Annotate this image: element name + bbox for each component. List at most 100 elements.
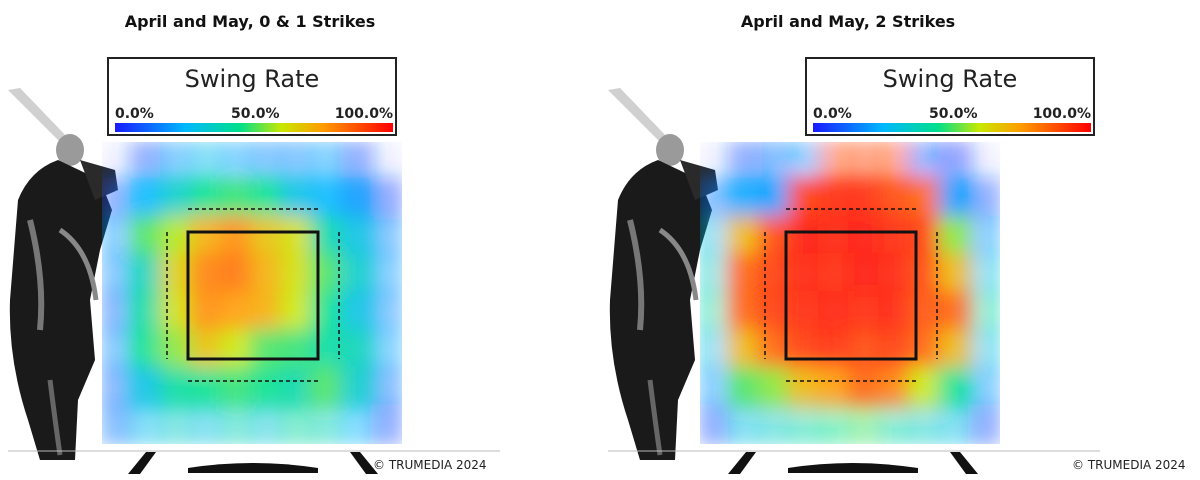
heatmap-cell xyxy=(190,328,224,371)
heatmap-cell xyxy=(250,177,284,220)
legend-ticks: 0.0% 50.0% 100.0% xyxy=(115,106,393,122)
heatmap-cell xyxy=(250,253,284,295)
heatmap-cell xyxy=(250,291,284,333)
heatmap-cell xyxy=(968,215,1000,258)
heatmap-cell xyxy=(908,328,942,371)
heatmap-cell xyxy=(250,404,284,444)
heatmap-cell xyxy=(102,253,134,295)
heatmap-cell xyxy=(878,177,912,220)
heatmap-cell xyxy=(102,291,134,333)
heatmap-cell xyxy=(758,404,792,444)
heatmap-cell xyxy=(818,215,852,258)
heatmap-cell xyxy=(968,142,1000,182)
heatmap-cell xyxy=(160,404,194,444)
heatmap-plot xyxy=(608,88,1100,474)
heatmap-cell xyxy=(788,177,822,220)
heatmap-cell xyxy=(700,366,732,409)
heatmap-cell xyxy=(968,253,1000,295)
heatmap-cell xyxy=(938,215,972,258)
heatmap-cell xyxy=(818,366,852,409)
heatmap-cell xyxy=(848,253,882,295)
heatmap-cell xyxy=(102,142,134,182)
legend: Swing Rate 0.0% 50.0% 100.0% xyxy=(107,57,397,136)
heatmap-cell xyxy=(190,142,224,182)
heatmap-cell xyxy=(220,366,254,409)
heatmap-cell xyxy=(788,253,822,295)
batter-box-right xyxy=(950,452,978,474)
copyright-text: © TRUMEDIA 2024 xyxy=(1072,458,1186,472)
heatmap-cell xyxy=(370,215,402,258)
heatmap-cell xyxy=(220,142,254,182)
heatmap-cell xyxy=(340,142,374,182)
batter-silhouette xyxy=(608,88,718,460)
heatmap-cell xyxy=(878,366,912,409)
heatmap-cell xyxy=(310,215,344,258)
heatmap-cell xyxy=(700,404,732,444)
heatmap-cell xyxy=(848,291,882,333)
heatmap-cell xyxy=(190,366,224,409)
heatmap-cell xyxy=(370,366,402,409)
heatmap-cell xyxy=(130,291,164,333)
heatmap-cell xyxy=(758,142,792,182)
heatmap-cell xyxy=(250,215,284,258)
heatmap-cell xyxy=(190,253,224,295)
heatmap-cell xyxy=(728,291,762,333)
heatmap-cell xyxy=(938,404,972,444)
heatmap-cell xyxy=(700,253,732,295)
heatmap-cell xyxy=(130,404,164,444)
heatmap-cell xyxy=(220,215,254,258)
heatmap-cell xyxy=(250,328,284,371)
heatmap-cell xyxy=(280,291,314,333)
heatmap-cell xyxy=(700,291,732,333)
heatmap-cell xyxy=(848,328,882,371)
legend: Swing Rate 0.0% 50.0% 100.0% xyxy=(805,57,1095,136)
strike-zone xyxy=(186,230,320,361)
heatmap-cell xyxy=(878,291,912,333)
heatmap-cell xyxy=(938,328,972,371)
heatmap-cell xyxy=(220,291,254,333)
heatmap-cell xyxy=(310,177,344,220)
legend-max-label: 100.0% xyxy=(1032,106,1091,122)
heatmap-cell xyxy=(938,291,972,333)
heatmap-cell xyxy=(700,177,732,220)
heatmap-cell xyxy=(340,404,374,444)
heatmap-cell xyxy=(728,177,762,220)
heatmap-cell xyxy=(160,142,194,182)
chart-title: April and May, 2 Strikes xyxy=(740,12,956,31)
heatmap-cell xyxy=(908,142,942,182)
heatmap-cell xyxy=(728,253,762,295)
heatmap-cell xyxy=(130,328,164,371)
heatmap-cell xyxy=(908,404,942,444)
heatmap-cell xyxy=(190,291,224,333)
copyright-text: © TRUMEDIA 2024 xyxy=(373,458,487,472)
heatmap-cell xyxy=(102,328,134,371)
heatmap-cell xyxy=(102,404,134,444)
home-plate xyxy=(188,463,318,473)
home-plate xyxy=(788,463,918,473)
heatmap-cell xyxy=(728,215,762,258)
heatmap-cell xyxy=(280,328,314,371)
batter-box-left xyxy=(128,452,156,474)
heatmap-cell xyxy=(878,253,912,295)
heatmap-cell xyxy=(370,404,402,444)
heatmap-cell xyxy=(160,366,194,409)
heatmap-cell xyxy=(130,142,164,182)
batter-silhouette xyxy=(8,88,118,460)
heatmap-cell xyxy=(848,142,882,182)
heatmap-cell xyxy=(310,366,344,409)
heatmap-cell xyxy=(250,142,284,182)
legend-color-bar xyxy=(813,123,1091,132)
heatmap-cell xyxy=(220,253,254,295)
legend-ticks: 0.0% 50.0% 100.0% xyxy=(813,106,1091,122)
heatmap-cell xyxy=(280,253,314,295)
heatmap-cell xyxy=(938,142,972,182)
heatmap-cell xyxy=(280,366,314,409)
heatmap-cell xyxy=(968,366,1000,409)
heatmap-cell xyxy=(280,177,314,220)
heatmap-cell xyxy=(102,366,134,409)
batter-box-right xyxy=(350,452,378,474)
panel-left: April and May, 0 & 1 Strikes Swing Rate … xyxy=(8,12,500,474)
heatmap-cell xyxy=(340,177,374,220)
heatmap-cell xyxy=(280,142,314,182)
heatmap-cell xyxy=(370,177,402,220)
